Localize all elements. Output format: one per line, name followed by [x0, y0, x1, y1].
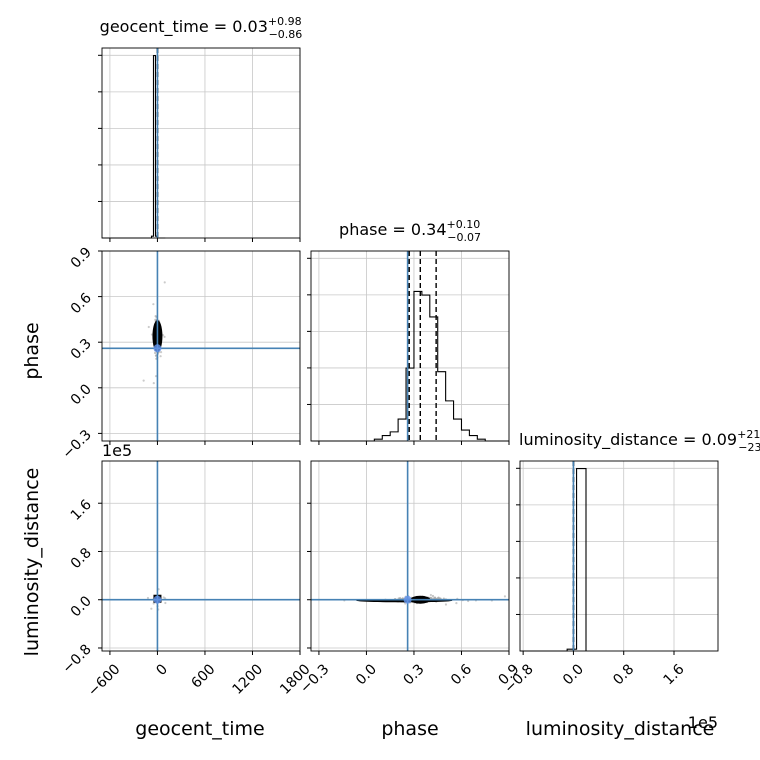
x-tick-label: 0.0 — [353, 661, 380, 688]
sample-point — [503, 595, 507, 598]
panel-background — [102, 48, 300, 238]
sample-point — [437, 596, 440, 599]
histogram-panel-phase: phase = 0.34+0.10 −0.07 — [307, 218, 510, 445]
histogram-title: geocent_time = 0.03+0.98 −0.86 — [100, 15, 303, 41]
sample-point — [153, 351, 157, 355]
scatter-samples — [102, 251, 300, 441]
scatter-panel-phase-luminosity_distance: −0.3 0.0 0.3 0.6 0.9 — [297, 460, 523, 697]
y-tick-label: 0.8 — [68, 545, 95, 572]
x-axis-label-luminosity_distance: luminosity_distance — [526, 718, 715, 740]
x-tick-label: 0.8 — [610, 661, 637, 688]
sample-point — [152, 381, 155, 385]
sample-point — [455, 601, 458, 605]
y-tick-label: −0.8 — [59, 641, 94, 676]
scatter-panel-geocent_time-phase: −0.3 0.0 0.3 0.6 0.9 — [59, 245, 301, 462]
y-tick-label: 0.9 — [68, 245, 95, 272]
truth-marker — [403, 595, 412, 604]
sample-point — [163, 281, 166, 284]
sample-point — [431, 594, 435, 598]
sample-point — [147, 325, 150, 329]
panel-background — [311, 461, 509, 651]
sample-point — [163, 335, 166, 338]
scatter-samples — [102, 461, 300, 651]
x-tick-label: 1.6 — [661, 661, 688, 688]
y-tick-label: −0.3 — [59, 427, 94, 462]
panel-border — [310, 250, 510, 442]
panel-border — [519, 460, 719, 652]
y-tick-label: 1.6 — [68, 497, 95, 524]
sample-point — [152, 303, 155, 306]
x-tick-label: 0.0 — [560, 661, 587, 688]
panel-background — [102, 461, 300, 651]
truth-marker — [153, 344, 162, 353]
x-tick-label: 1200 — [230, 661, 267, 698]
panel-border — [310, 460, 510, 652]
x-tick-label: 0.6 — [448, 661, 475, 688]
sample-point — [159, 351, 163, 354]
x-offset-text: 1e5 — [688, 713, 718, 732]
y-offset-text: 1e5 — [102, 441, 132, 460]
panel-border — [101, 460, 301, 652]
x-tick-label: 600 — [188, 661, 218, 691]
sample-point — [159, 355, 162, 358]
x-axis-label-phase: phase — [381, 718, 438, 740]
x-tick-label: 0.3 — [401, 661, 428, 688]
y-tick-label: 0.0 — [68, 593, 95, 620]
panel-background — [311, 251, 509, 441]
y-tick-label: 0.0 — [68, 381, 95, 408]
sample-point — [154, 354, 158, 357]
histogram-title: luminosity_distance = 0.09+21.88−23.07 — [519, 428, 760, 454]
histogram-panel-geocent_time: geocent_time = 0.03+0.98 −0.86 — [98, 15, 302, 242]
truth-marker — [153, 595, 162, 604]
panel-background — [520, 461, 718, 651]
y-tick-label: 0.6 — [68, 290, 95, 317]
y-axis-label-luminosity_distance: luminosity_distance — [21, 468, 43, 657]
sample-point — [429, 593, 432, 597]
sample-point — [164, 601, 167, 605]
panel-border — [101, 47, 301, 239]
x-tick-label: 0 — [153, 661, 171, 679]
y-axis-label-phase: phase — [21, 322, 43, 379]
sample-point — [444, 603, 448, 606]
sample-point — [152, 602, 155, 605]
sample-point — [142, 379, 145, 382]
scatter-samples — [311, 461, 509, 651]
sample-point — [150, 607, 153, 610]
x-axis-label-geocent_time: geocent_time — [135, 718, 264, 740]
histogram-title: phase = 0.34+0.10 −0.07 — [339, 218, 481, 244]
y-tick-label: 0.3 — [68, 336, 95, 363]
sample-point — [154, 375, 158, 378]
scatter-panel-geocent_time-luminosity_distance: −600 0 600 1200 1800−0.80.00.81.6 — [59, 460, 314, 700]
sample-point — [430, 596, 433, 600]
panel-border — [101, 250, 301, 442]
panel-background — [102, 251, 300, 441]
sample-point — [146, 596, 150, 600]
x-tick-label: −600 — [85, 661, 124, 700]
